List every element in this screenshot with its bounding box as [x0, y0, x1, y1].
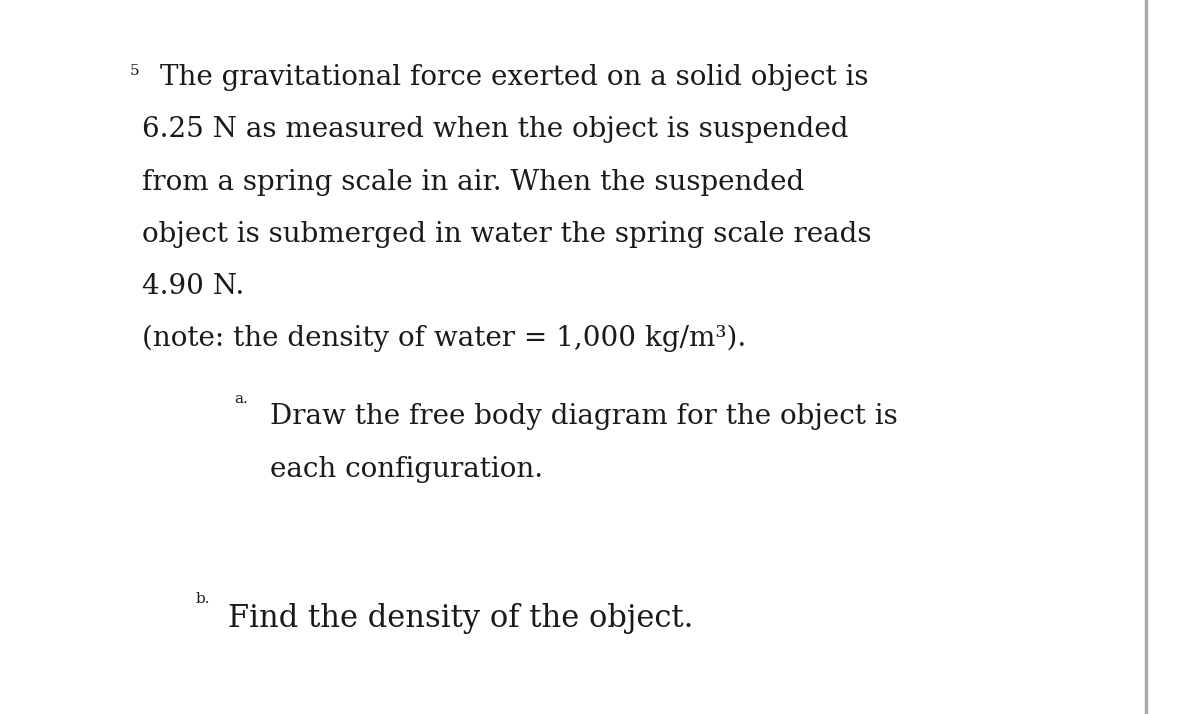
Text: Find the density of the object.: Find the density of the object.	[228, 603, 694, 634]
Text: b.: b.	[196, 593, 210, 606]
Text: 5: 5	[130, 64, 139, 79]
Text: 4.90 N.: 4.90 N.	[142, 273, 244, 300]
Text: a.: a.	[234, 393, 247, 406]
Text: The gravitational force exerted on a solid object is: The gravitational force exerted on a sol…	[160, 64, 868, 91]
Text: Draw the free body diagram for the object is: Draw the free body diagram for the objec…	[270, 403, 898, 431]
Text: from a spring scale in air. When the suspended: from a spring scale in air. When the sus…	[142, 169, 804, 196]
Text: each configuration.: each configuration.	[270, 456, 544, 483]
Text: object is submerged in water the spring scale reads: object is submerged in water the spring …	[142, 221, 871, 248]
Text: (note: the density of water = 1,000 kg/m³).: (note: the density of water = 1,000 kg/m…	[142, 325, 746, 352]
Text: 6.25 N as measured when the object is suspended: 6.25 N as measured when the object is su…	[142, 116, 848, 144]
